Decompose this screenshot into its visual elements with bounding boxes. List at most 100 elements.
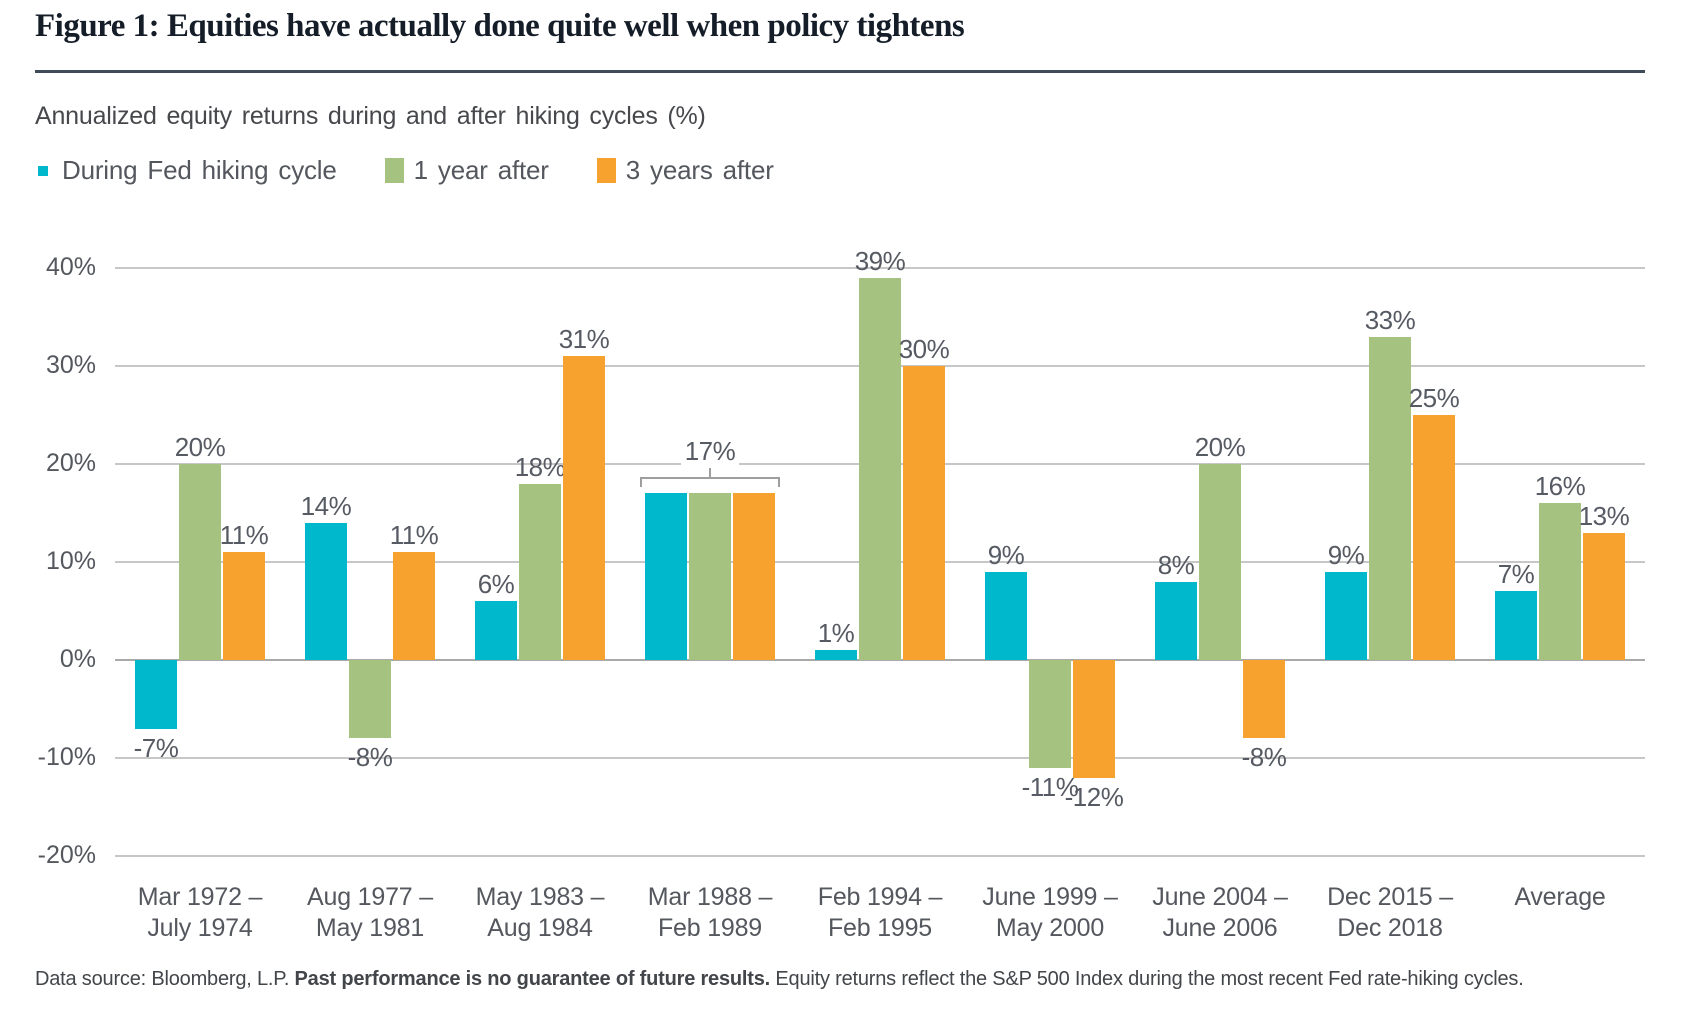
bar [1369,336,1411,660]
source-note-disclaimer: Past performance is no guarantee of futu… [294,968,771,990]
source-note: Data source: Bloomberg, L.P. Past perfor… [35,968,1675,991]
bar-value-label: 30% [898,334,950,364]
bracket-value-label: 17% [680,436,740,468]
legend-swatch-icon [38,165,48,176]
category-label-line: Feb 1994 – [817,883,943,911]
chart-area: -7% 14% 6% 1% 9% 8% 9% 7% 20% -8% 18% 39% -11% 20% 33%… [0,246,1694,968]
bar [305,522,347,660]
bar-value-label: 16% [1534,471,1586,502]
bracket-line [640,477,780,480]
bar-value-label: 14% [300,490,352,521]
bar-value-label: 33% [1364,304,1416,335]
y-tick-label: 20% [45,449,96,477]
figure-title: Figure 1: Equities have actually done qu… [35,8,965,44]
bar-value-label: 6% [477,569,515,600]
category-label-line: Mar 1988 – [647,883,773,911]
bar [475,601,517,660]
title-divider [35,70,1645,73]
bar-value-label: -8% [347,742,393,773]
bracket-tick [640,477,642,488]
category-label: June 2004 – June 2006 [1132,882,1308,944]
grid-line [115,757,1645,759]
bar-value-label: 11% [389,520,439,551]
bar [1583,532,1625,660]
bar [985,571,1027,660]
bar [645,493,687,660]
category-label-line: May 2000 [995,914,1105,942]
legend-item: During Fed hiking cycle [38,155,337,186]
bar-value-label: 11% [219,520,269,551]
category-label-line: June 1999 – [982,883,1118,911]
bar [859,277,901,660]
bar [179,464,221,660]
bar [733,493,775,660]
y-tick-label: 30% [45,351,96,379]
bar-value-label: -8% [1241,742,1287,773]
bar-value-label: 39% [854,245,906,276]
category-label: Mar 1972 – July 1974 [112,882,288,944]
y-tick-label: 0% [59,645,96,673]
bar [519,483,561,660]
bar [1495,591,1537,660]
bar-value-label: 20% [174,432,226,462]
bar-value-label: 25% [1408,383,1460,413]
category-label-line: May 1983 – [475,883,605,911]
category-label-line: Mar 1972 – [137,883,263,911]
category-label-line: Average [1514,883,1606,911]
bar [563,356,605,660]
category-label-line: June 2006 [1162,914,1278,942]
legend-label: 1 year after [413,155,549,185]
bar-value-label: 20% [1194,432,1246,462]
category-label-line: Dec 2015 – [1327,883,1453,911]
category-label: Aug 1977 – May 1981 [282,882,458,944]
grid-line [115,659,1645,661]
bar [1073,660,1115,778]
bar [349,660,391,739]
category-label: May 1983 – Aug 1984 [452,882,628,944]
legend-label: 3 years after [625,155,774,185]
bar-value-label: 7% [1497,559,1535,590]
category-label: Mar 1988 – Feb 1989 [622,882,798,944]
legend-swatch-icon [384,158,404,183]
grid-line [115,267,1645,269]
category-label: Average [1472,882,1648,913]
source-note-prefix: Data source: Bloomberg, L.P. [35,968,295,990]
category-label: Dec 2015 – Dec 2018 [1302,882,1478,944]
y-tick-label: 40% [45,253,96,281]
plot-area: -7% 14% 6% 1% 9% 8% 9% 7% 20% -8% 18% 39% -11% 20% 33%… [115,246,1645,857]
bar [1243,660,1285,739]
bar-value-label: 9% [987,539,1025,570]
bar-value-label: 31% [558,324,610,355]
bar [1155,581,1197,660]
category-label-line: Aug 1984 [487,914,593,942]
category-label-line: Feb 1995 [827,914,933,942]
y-tick-label: 10% [45,547,96,575]
bar [1413,415,1455,660]
category-label-line: Feb 1989 [657,914,763,942]
category-label-line: Aug 1977 – [307,883,433,911]
bar-value-label: -12% [1064,781,1124,812]
legend: During Fed hiking cycle 1 year after 3 yea… [38,155,774,186]
category-label-line: Dec 2018 [1337,914,1443,942]
chart-subtitle: Annualized equity returns during and aft… [35,102,706,130]
bar-value-label: -11% [1021,771,1079,802]
category-label-line: May 1981 [315,914,425,942]
legend-swatch-icon [596,158,616,183]
bar-value-label: 1% [817,618,855,649]
legend-item: 3 years after [596,155,774,186]
bar-value-label: -7% [133,732,179,763]
bar [1029,660,1071,768]
category-label-line: June 2004 – [1152,883,1288,911]
bracket-label-wrap: 17% [635,436,785,468]
category-label-line: July 1974 [147,914,253,942]
bracket-tick [709,468,711,478]
legend-item: 1 year after [384,155,549,186]
bar-value-label: 13% [1578,500,1630,531]
bar [223,552,265,660]
source-note-suffix: Equity returns reflect the S&P 500 Index… [770,968,1524,990]
bar [393,552,435,660]
category-label: Feb 1994 – Feb 1995 [792,882,968,944]
bar-value-label: 18% [514,451,566,482]
bar [903,366,945,660]
